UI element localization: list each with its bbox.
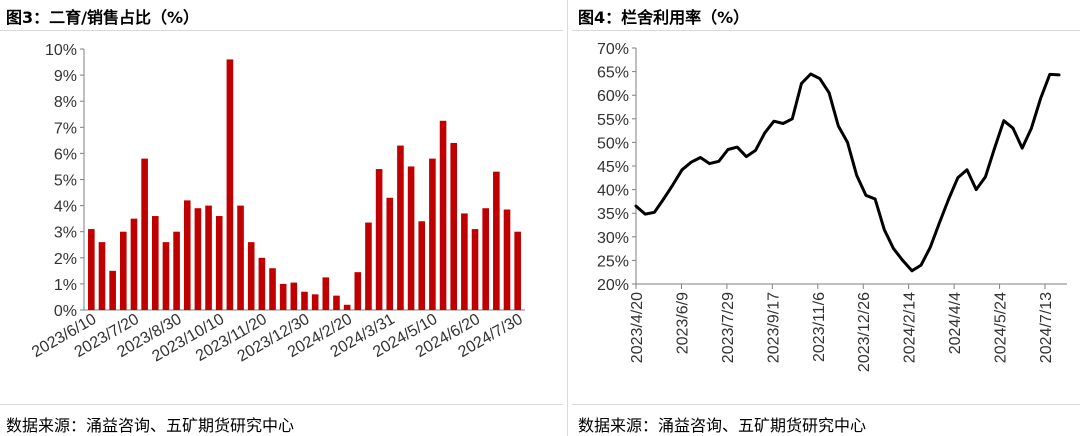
- chart-title: 图4：栏舍利用率（%）: [578, 8, 750, 27]
- bar: [151, 216, 159, 310]
- bar-chart: 0%1%2%3%4%5%6%7%8%9%10%2023/6/102023/7/2…: [29, 42, 526, 366]
- bar: [109, 270, 116, 310]
- bar: [322, 277, 330, 310]
- y-tick-label: 5%: [54, 173, 77, 190]
- title-rule: [0, 30, 563, 31]
- bar: [333, 295, 340, 310]
- bar: [365, 222, 372, 310]
- bar: [386, 197, 394, 310]
- x-tick-label: 2024/4/4: [947, 292, 964, 354]
- y-tick-label: 1%: [54, 277, 77, 294]
- source-note: 数据来源：涌益咨询、五矿期货研究中心: [6, 416, 295, 435]
- bar: [205, 205, 212, 310]
- bar: [301, 291, 308, 310]
- bar: [343, 304, 351, 310]
- x-tick-label: 2023/9/17: [765, 292, 782, 363]
- bar: [215, 216, 223, 310]
- x-tick-label: 2023/4/20: [629, 292, 646, 363]
- bar: [141, 158, 148, 310]
- bar: [311, 294, 319, 310]
- x-tick-label: 2023/6/9: [674, 292, 691, 354]
- source-note: 数据来源：涌益咨询、五矿期货研究中心: [578, 416, 867, 435]
- title-rule: [572, 30, 1080, 31]
- panel-divider: [567, 0, 568, 436]
- chart-panel-left: 图3：二育/销售占比（%） 0% 1% 2% 3% 4% 5% 6% 7% 8% 9% 10% 202…: [0, 8, 563, 435]
- y-tick-label: 35%: [597, 206, 629, 223]
- bar: [120, 231, 127, 310]
- bar: [429, 158, 436, 310]
- bar: [237, 205, 244, 310]
- bar: [397, 145, 404, 310]
- bar: [183, 200, 191, 310]
- y-tick-label: 20%: [597, 277, 629, 294]
- bar: [130, 218, 138, 310]
- y-tick-label: 10%: [45, 42, 77, 59]
- y-tick-label: 8%: [54, 94, 77, 111]
- bar: [375, 169, 383, 310]
- bar: [407, 166, 415, 310]
- x-tick-label: 2023/12/26: [856, 292, 873, 372]
- y-tick-label: 2%: [54, 251, 77, 268]
- bar: [173, 231, 180, 310]
- y-tick-label: 40%: [597, 183, 629, 200]
- bar: [258, 257, 266, 310]
- x-tick-label: 2023/7/29: [720, 292, 737, 363]
- y-tick-label: 25%: [597, 253, 629, 270]
- chart-panel-right: 图4：栏舍利用率（%） 20% 25% 30% 35% 40% 45% 50% 55% 60% 6…: [572, 0, 1080, 436]
- bar: [439, 120, 447, 311]
- bar: [503, 209, 511, 310]
- y-tick-label: 7%: [54, 120, 77, 137]
- bar: [194, 208, 202, 310]
- y-tick-label: 6%: [54, 146, 77, 163]
- y-tick-label: 3%: [54, 225, 77, 242]
- y-tick-label: 9%: [54, 68, 77, 85]
- y-tick-label: 60%: [597, 88, 629, 105]
- x-tick-label: 2024/2/14: [902, 292, 919, 363]
- bar: [450, 142, 458, 310]
- bar: [482, 208, 489, 310]
- y-tick-label: 0%: [54, 303, 77, 320]
- bar: [162, 242, 170, 310]
- source-rule: [0, 404, 563, 405]
- bar: [354, 272, 362, 310]
- bar: [471, 229, 479, 310]
- x-tick-label: 2024/5/24: [993, 292, 1010, 363]
- y-tick-label: 30%: [597, 230, 629, 247]
- chart-title: 图3：二育/销售占比（%）: [6, 8, 200, 27]
- y-tick-label: 70%: [597, 41, 629, 58]
- y-tick-label: 45%: [597, 159, 629, 176]
- line-chart: 20% 25% 30% 35% 40% 45% 50% 55% 60% 65% 70% 2023/4/…: [597, 41, 1067, 372]
- source-rule: [572, 404, 1080, 405]
- bar: [418, 221, 426, 310]
- y-tick-label: 50%: [597, 135, 629, 152]
- bar: [226, 59, 234, 310]
- bar: [269, 268, 276, 310]
- x-tick-label: 2023/11/6: [811, 292, 828, 362]
- x-tick-label: 2024/7/13: [1038, 292, 1055, 363]
- bar: [88, 229, 95, 310]
- bar: [247, 242, 255, 310]
- bar: [290, 282, 298, 310]
- y-tick-label: 4%: [54, 199, 77, 216]
- y-tick-label: 65%: [597, 65, 629, 82]
- bar: [493, 171, 500, 310]
- y-tick-label: 55%: [597, 112, 629, 129]
- bar: [98, 242, 106, 310]
- bar: [514, 231, 521, 310]
- bar: [461, 213, 468, 310]
- bar: [279, 283, 287, 310]
- series-line: [634, 72, 1061, 273]
